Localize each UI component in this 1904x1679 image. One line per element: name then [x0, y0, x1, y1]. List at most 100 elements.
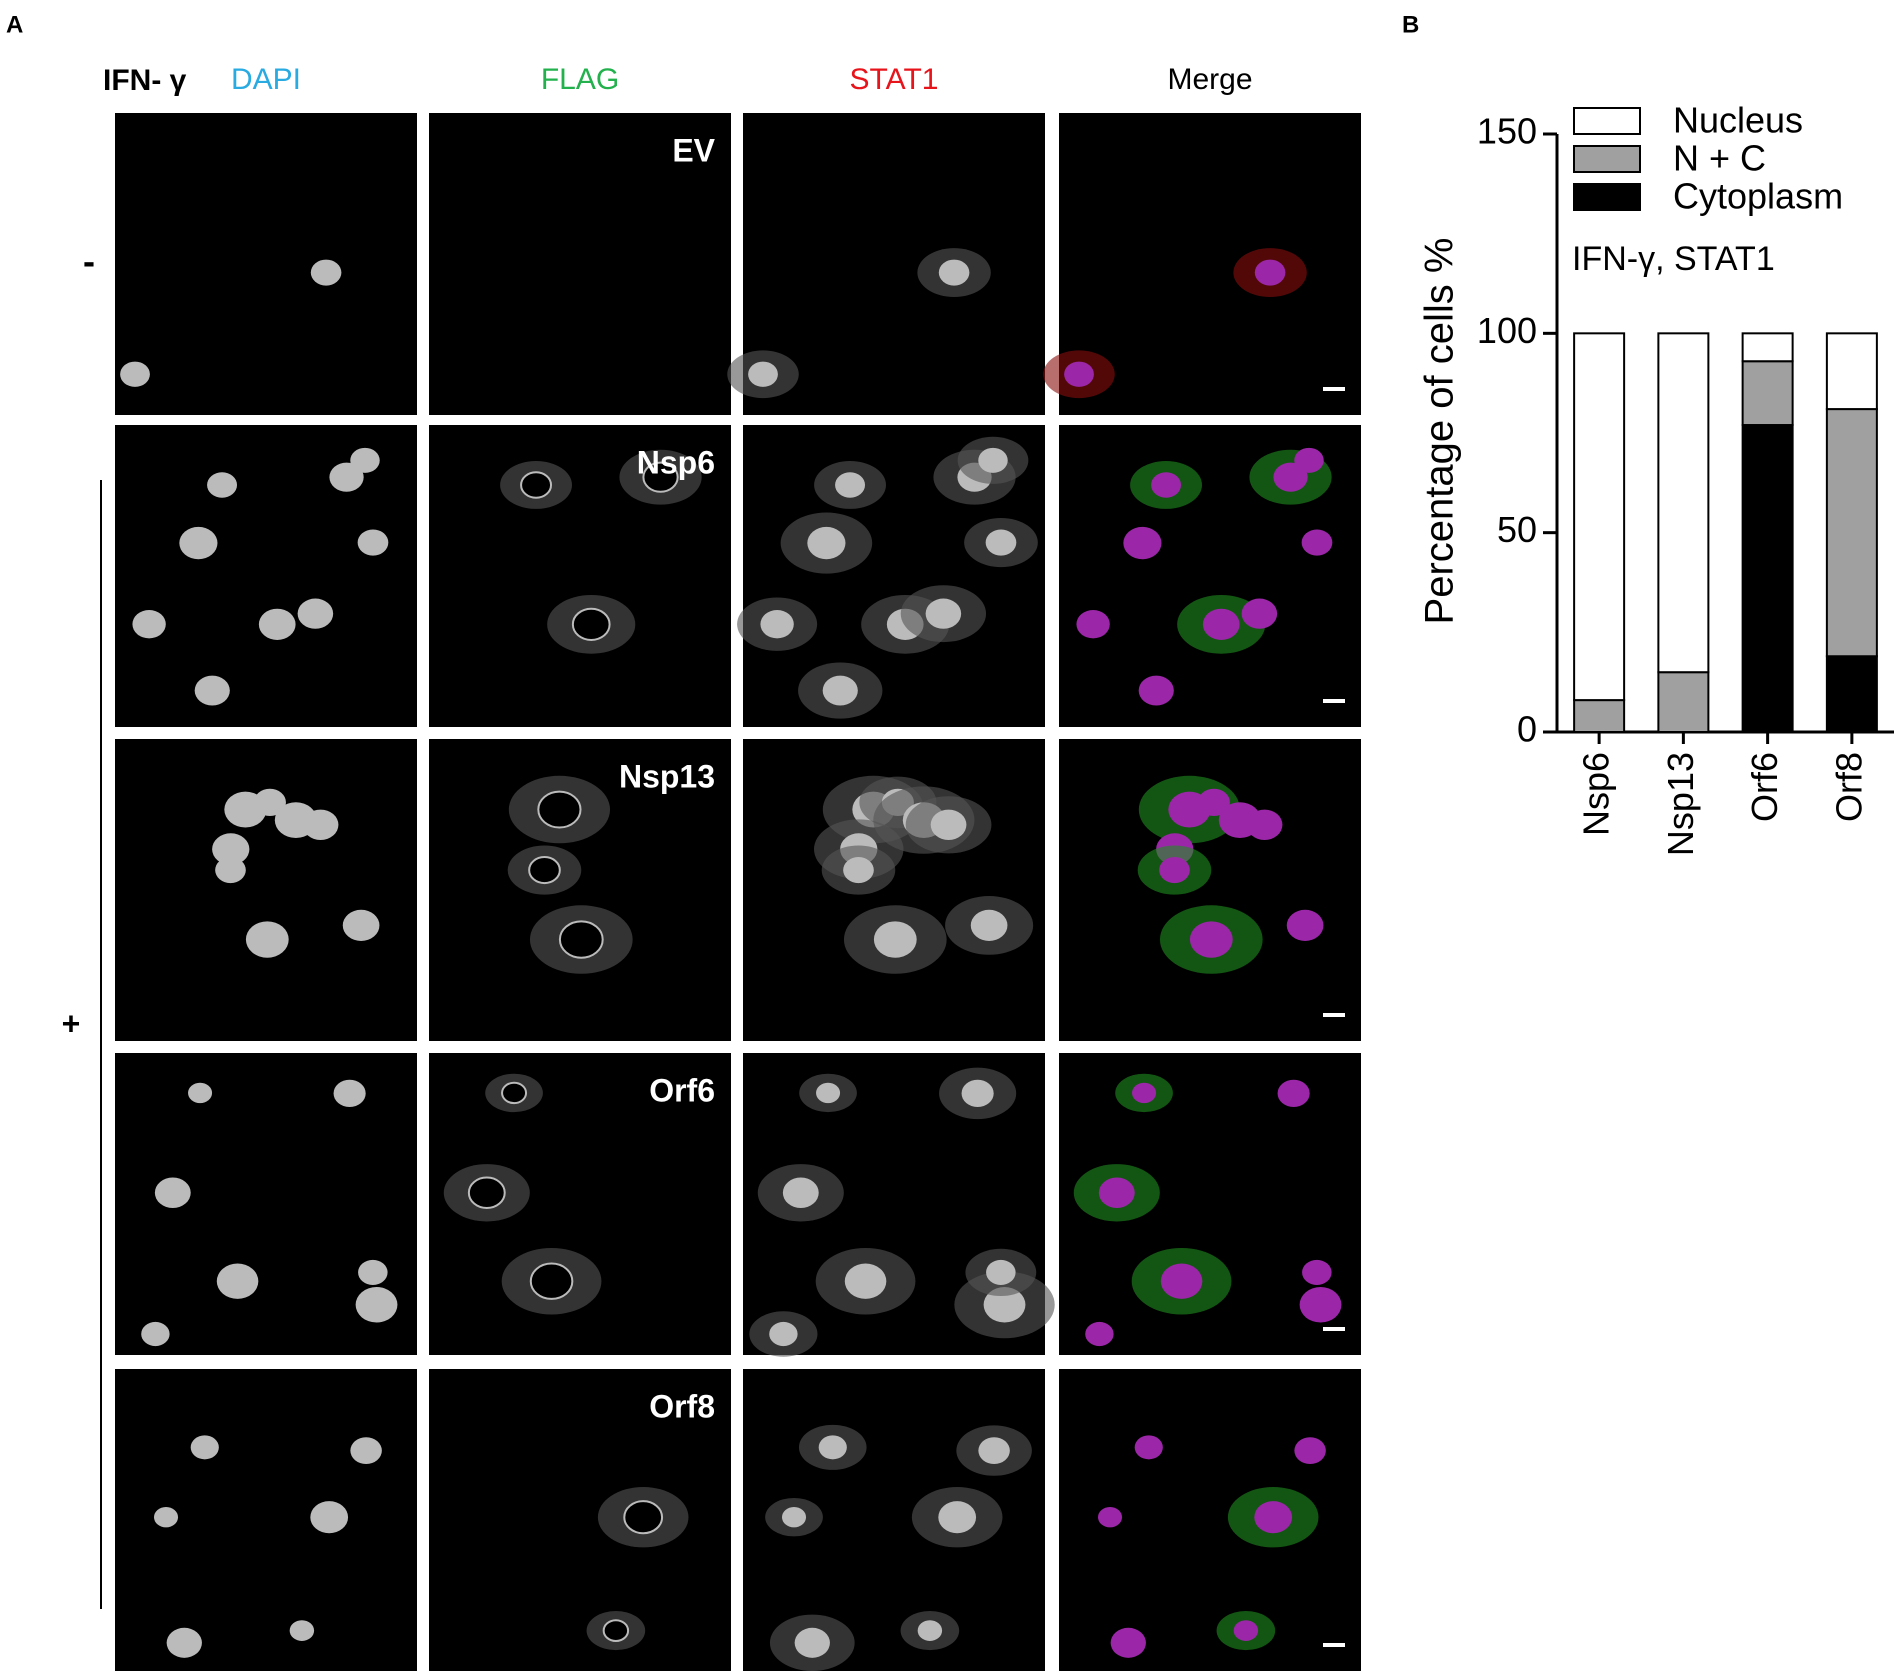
nucleus: [844, 1263, 887, 1299]
nucleus: [769, 1321, 798, 1347]
nucleus: [1151, 472, 1182, 498]
nucleus: [153, 1506, 179, 1528]
bar-segment: [1657, 671, 1710, 734]
micrograph: [429, 113, 731, 415]
nucleus: [794, 1627, 830, 1658]
nucleus: [1138, 675, 1174, 706]
row-label: Orf8: [649, 1388, 715, 1424]
nucleus: [1076, 610, 1110, 639]
nucleus: [782, 1177, 819, 1209]
nucleus: [843, 857, 874, 884]
nucleus: [978, 447, 1008, 473]
treatment-label: +: [62, 1005, 81, 1041]
nucleus: [166, 1627, 202, 1658]
nucleus: [602, 1619, 630, 1642]
nucleus: [1302, 1259, 1332, 1285]
nucleus: [1189, 921, 1233, 958]
nucleus: [1110, 1627, 1146, 1658]
nucleus: [258, 608, 296, 640]
nucleus: [350, 1437, 382, 1464]
x-tick-label: Nsp6: [1576, 752, 1617, 836]
row-label: EV: [672, 132, 715, 168]
legend-label: N + C: [1673, 138, 1766, 179]
nucleus: [297, 598, 334, 629]
nucleus: [194, 675, 230, 706]
nucleus: [1064, 361, 1094, 387]
nucleus: [1233, 1620, 1259, 1641]
y-tick-label: 50: [1497, 509, 1537, 550]
nucleus: [1132, 1082, 1157, 1104]
column-header: FLAG: [541, 63, 619, 96]
nucleus: [355, 1286, 398, 1323]
nucleus: [1254, 1501, 1293, 1534]
nucleus: [938, 259, 970, 286]
nucleus: [1286, 909, 1324, 941]
bar-segment: [1825, 655, 1878, 734]
micrograph: [115, 425, 417, 727]
nucleus: [333, 1079, 366, 1108]
nucleus: [207, 472, 238, 498]
x-tick-label: Nsp13: [1660, 752, 1701, 856]
nucleus: [983, 1286, 1026, 1323]
nucleus: [1294, 1437, 1326, 1464]
nucleus: [501, 1081, 528, 1105]
nucleus: [310, 1501, 349, 1534]
nucleus: [970, 909, 1008, 941]
nucleus: [978, 1437, 1010, 1464]
nucleus: [1299, 1286, 1342, 1323]
bar-segment: [1741, 360, 1794, 427]
nucleus: [253, 788, 286, 817]
nucleus: [528, 856, 561, 885]
column-header: Merge: [1167, 63, 1252, 96]
nucleus: [642, 461, 679, 493]
nucleus: [1098, 1177, 1135, 1209]
nucleus: [781, 1506, 807, 1528]
nucleus: [1277, 1079, 1310, 1108]
nucleus: [571, 607, 611, 641]
nucleus: [520, 471, 553, 499]
nucleus: [938, 1501, 977, 1534]
nucleus: [1097, 1506, 1123, 1528]
column-header: DAPI: [231, 63, 301, 96]
nucleus: [350, 447, 380, 473]
legend-label: Cytoplasm: [1673, 176, 1843, 217]
nucleus: [141, 1321, 170, 1347]
bar-segment: [1741, 424, 1794, 733]
panel-label: A: [6, 11, 23, 38]
nucleus: [917, 1620, 943, 1641]
nucleus: [1160, 1263, 1203, 1299]
nucleus: [358, 1259, 388, 1285]
legend-swatch: [1573, 145, 1641, 173]
nucleus: [329, 462, 364, 492]
nucleus: [154, 1177, 191, 1209]
bar-segment: [1741, 332, 1794, 363]
nucleus: [310, 259, 342, 286]
scale-bar: [1323, 1327, 1345, 1331]
nucleus: [190, 1435, 219, 1460]
y-tick-label: 100: [1477, 310, 1537, 351]
legend-label: Nucleus: [1673, 100, 1803, 141]
nucleus: [1085, 1321, 1114, 1347]
nucleus: [216, 1263, 259, 1299]
nucleus: [212, 833, 250, 866]
nucleus: [467, 1176, 506, 1210]
nucleus: [302, 809, 339, 840]
nucleus: [245, 921, 289, 958]
bar-segment: [1825, 408, 1878, 658]
nucleus: [1202, 608, 1240, 640]
nucleus: [985, 529, 1017, 556]
y-tick-label: 0: [1517, 709, 1537, 750]
column-header: STAT1: [850, 63, 939, 96]
nucleus: [760, 610, 794, 639]
condition-label: IFN- γ: [103, 64, 187, 97]
nucleus: [807, 526, 846, 560]
nucleus: [1301, 529, 1333, 556]
bar-segment: [1825, 332, 1878, 411]
micrograph: [115, 739, 417, 1041]
nucleus: [342, 909, 380, 941]
scale-bar: [1323, 1643, 1345, 1647]
nucleus: [873, 921, 917, 958]
nucleus: [357, 529, 389, 556]
nucleus: [289, 1620, 315, 1641]
